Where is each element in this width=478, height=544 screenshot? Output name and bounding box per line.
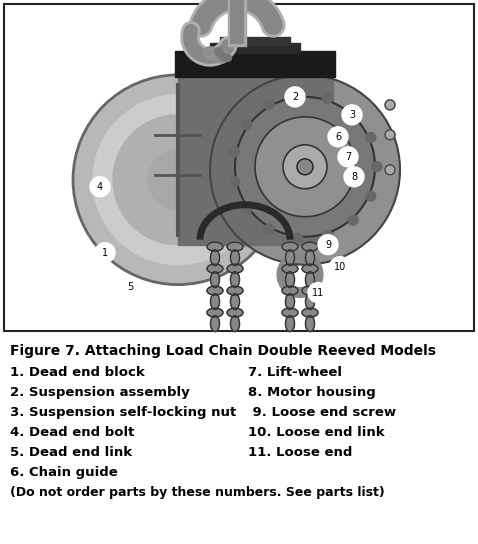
Ellipse shape xyxy=(230,250,239,265)
Text: 1: 1 xyxy=(102,248,108,258)
Ellipse shape xyxy=(227,286,243,295)
Circle shape xyxy=(372,162,382,172)
Text: 8. Motor housing: 8. Motor housing xyxy=(248,386,376,399)
Text: (Do not order parts by these numbers. See parts list): (Do not order parts by these numbers. Se… xyxy=(10,486,385,499)
Circle shape xyxy=(242,120,252,129)
Circle shape xyxy=(148,150,208,210)
Circle shape xyxy=(229,147,239,157)
Ellipse shape xyxy=(207,264,223,273)
Circle shape xyxy=(293,90,303,100)
Circle shape xyxy=(95,243,115,263)
Circle shape xyxy=(120,277,140,296)
Ellipse shape xyxy=(285,294,294,310)
Ellipse shape xyxy=(282,308,298,317)
Circle shape xyxy=(113,115,243,245)
Bar xyxy=(220,37,290,45)
Ellipse shape xyxy=(207,286,223,295)
Circle shape xyxy=(348,108,358,119)
Circle shape xyxy=(385,130,395,140)
Ellipse shape xyxy=(282,242,298,251)
Ellipse shape xyxy=(305,271,315,288)
Circle shape xyxy=(90,177,110,197)
Text: 7: 7 xyxy=(345,152,351,162)
Text: 9: 9 xyxy=(325,240,331,250)
Text: 7. Lift-wheel: 7. Lift-wheel xyxy=(248,366,342,379)
Text: 10: 10 xyxy=(334,262,346,271)
Text: 6: 6 xyxy=(335,132,341,142)
Circle shape xyxy=(344,167,364,187)
Circle shape xyxy=(308,283,328,302)
Circle shape xyxy=(73,75,283,285)
Text: 2: 2 xyxy=(292,92,298,102)
Ellipse shape xyxy=(302,308,318,317)
Circle shape xyxy=(318,234,338,255)
Circle shape xyxy=(235,97,375,237)
Circle shape xyxy=(283,145,327,189)
Circle shape xyxy=(328,127,348,147)
Text: Figure 7. Attaching Load Chain Double Reeved Models: Figure 7. Attaching Load Chain Double Re… xyxy=(10,344,436,357)
Circle shape xyxy=(264,224,274,234)
Ellipse shape xyxy=(210,294,219,310)
Ellipse shape xyxy=(207,308,223,317)
Text: 5: 5 xyxy=(127,282,133,292)
Circle shape xyxy=(242,204,252,214)
Ellipse shape xyxy=(227,242,243,251)
Ellipse shape xyxy=(230,294,239,310)
Text: 11: 11 xyxy=(312,288,324,298)
Ellipse shape xyxy=(210,316,219,331)
Circle shape xyxy=(93,95,263,264)
Text: 1. Dead end block: 1. Dead end block xyxy=(10,366,145,379)
Ellipse shape xyxy=(282,286,298,295)
Text: 4: 4 xyxy=(97,182,103,191)
Circle shape xyxy=(255,117,355,217)
Ellipse shape xyxy=(302,242,318,251)
Circle shape xyxy=(210,75,400,264)
Ellipse shape xyxy=(227,308,243,317)
Text: 9. Loose end screw: 9. Loose end screw xyxy=(248,406,396,419)
Circle shape xyxy=(322,94,332,103)
Ellipse shape xyxy=(230,316,239,331)
Text: 3: 3 xyxy=(349,110,355,120)
Text: 5. Dead end link: 5. Dead end link xyxy=(10,446,132,459)
Bar xyxy=(210,43,300,53)
Ellipse shape xyxy=(207,242,223,251)
Ellipse shape xyxy=(282,264,298,273)
Ellipse shape xyxy=(230,271,239,288)
Circle shape xyxy=(385,165,395,175)
Circle shape xyxy=(348,215,358,225)
Circle shape xyxy=(297,159,313,175)
Bar xyxy=(178,60,333,245)
Text: 3. Suspension self-locking nut: 3. Suspension self-locking nut xyxy=(10,406,236,419)
Circle shape xyxy=(293,233,303,243)
Ellipse shape xyxy=(285,316,294,331)
Circle shape xyxy=(229,177,239,187)
Circle shape xyxy=(285,87,305,107)
Circle shape xyxy=(342,105,362,125)
Circle shape xyxy=(366,191,376,201)
Text: 2. Suspension assembly: 2. Suspension assembly xyxy=(10,386,190,399)
Text: 4. Dead end bolt: 4. Dead end bolt xyxy=(10,426,134,439)
Circle shape xyxy=(322,230,332,240)
Circle shape xyxy=(338,147,358,167)
Ellipse shape xyxy=(302,286,318,295)
Circle shape xyxy=(366,133,376,143)
Text: 10. Loose end link: 10. Loose end link xyxy=(248,426,385,439)
Circle shape xyxy=(385,100,395,110)
Text: 6. Chain guide: 6. Chain guide xyxy=(10,466,118,479)
Text: 11. Loose end: 11. Loose end xyxy=(248,446,352,459)
Ellipse shape xyxy=(305,316,315,331)
Circle shape xyxy=(264,100,274,109)
Bar xyxy=(175,51,335,77)
Ellipse shape xyxy=(227,264,243,273)
Ellipse shape xyxy=(305,294,315,310)
Ellipse shape xyxy=(302,264,318,273)
Ellipse shape xyxy=(285,250,294,265)
Ellipse shape xyxy=(210,271,219,288)
Ellipse shape xyxy=(210,250,219,265)
Text: 8: 8 xyxy=(351,172,357,182)
Circle shape xyxy=(330,257,350,277)
Ellipse shape xyxy=(285,271,294,288)
Ellipse shape xyxy=(305,250,315,265)
